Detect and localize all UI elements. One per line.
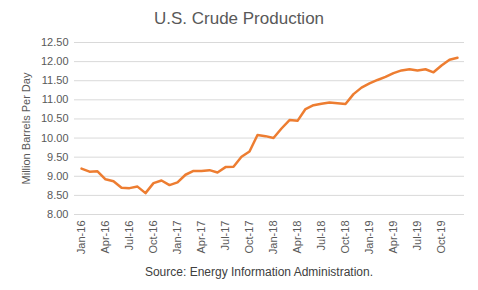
svg-text:Jul-18: Jul-18 [315,221,327,251]
svg-text:9.00: 9.00 [47,170,68,182]
svg-text:Million Barrels Per Day: Million Barrels Per Day [20,72,32,184]
svg-text:9.50: 9.50 [47,151,68,163]
svg-text:Oct-19: Oct-19 [435,221,447,254]
svg-text:Jan-17: Jan-17 [171,221,183,255]
html-text:Source: Energy Information Adm: Source: Energy Information Administratio… [144,265,374,279]
html-text:U.S. Crude Production: U.S. Crude Production [154,9,324,28]
svg-text:11.00: 11.00 [42,93,69,105]
svg-text:Jan-18: Jan-18 [267,221,279,255]
svg-text:Apr-17: Apr-17 [195,221,207,254]
svg-text:Oct-17: Oct-17 [243,221,255,254]
svg-text:12.00: 12.00 [41,55,69,67]
svg-text:Jan-19: Jan-19 [363,221,375,255]
svg-text:Oct-18: Oct-18 [339,221,351,254]
svg-text:Jul-19: Jul-19 [411,221,423,251]
svg-text:Jul-16: Jul-16 [123,221,135,251]
svg-text:Apr-18: Apr-18 [291,221,303,254]
svg-text:10.00: 10.00 [41,132,69,144]
svg-text:Jan-16: Jan-16 [75,221,87,255]
svg-text:10.50: 10.50 [41,112,69,124]
svg-text:Apr-16: Apr-16 [99,221,111,254]
svg-text:8.50: 8.50 [47,189,68,201]
svg-text:11.50: 11.50 [42,74,69,86]
svg-text:Jul-17: Jul-17 [219,221,231,251]
svg-text:Oct-16: Oct-16 [147,221,159,254]
svg-text:12.50: 12.50 [41,36,69,48]
svg-text:8.00: 8.00 [47,208,68,220]
svg-text:Apr-19: Apr-19 [387,221,399,254]
